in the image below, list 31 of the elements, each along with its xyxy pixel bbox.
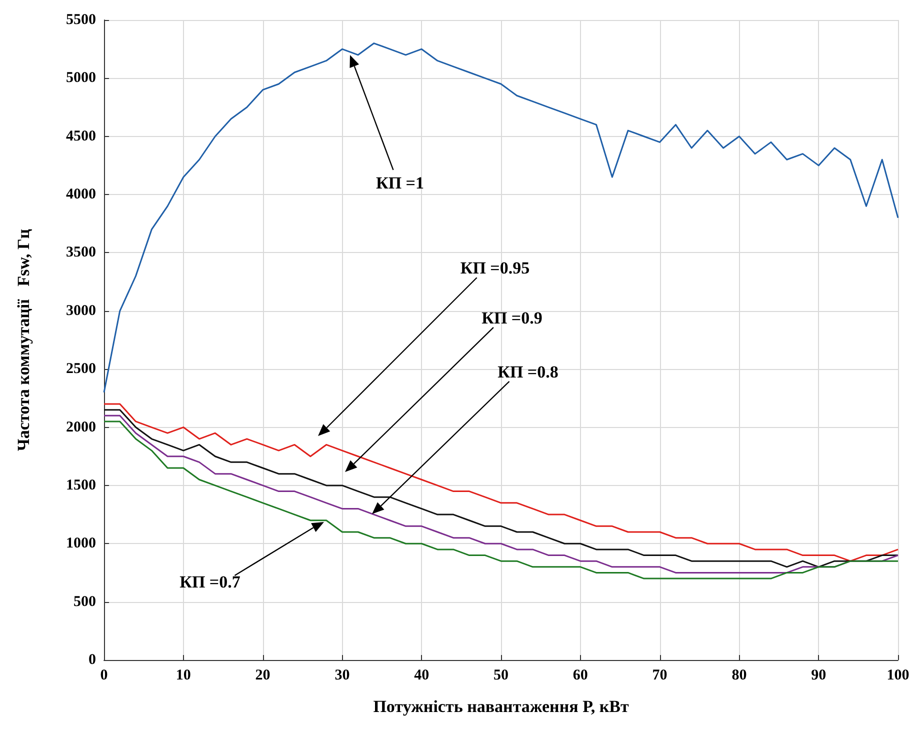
annotation: КП =0.8 bbox=[498, 362, 558, 382]
x-tick-label: 60 bbox=[572, 668, 588, 684]
y-tick-label: 4500 bbox=[66, 128, 96, 144]
y-tick-label: 500 bbox=[74, 594, 96, 610]
x-tick-label: 70 bbox=[652, 668, 668, 684]
y-tick-label: 2500 bbox=[66, 361, 96, 378]
annotation: КП =0.7 bbox=[180, 572, 241, 592]
y-tick-label: 5000 bbox=[66, 70, 96, 86]
x-tick-label: 100 bbox=[886, 668, 910, 684]
x-tick-label: 80 bbox=[732, 668, 747, 684]
y-tick-label: 3500 bbox=[66, 244, 96, 261]
y-tick-label: 1500 bbox=[66, 477, 96, 494]
x-tick-label: 40 bbox=[414, 668, 430, 684]
annotation: КП =0.9 bbox=[482, 308, 542, 328]
x-tick-label: 20 bbox=[255, 668, 270, 684]
annotation: КП =0.95 bbox=[460, 258, 530, 278]
x-tick-label: 0 bbox=[100, 668, 108, 684]
y-tick-label: 5500 bbox=[66, 12, 96, 28]
y-tick-label: 2000 bbox=[66, 419, 96, 436]
x-tick-label: 30 bbox=[334, 668, 350, 684]
x-axis-title: Потужність навантаження Р, кВт bbox=[373, 697, 630, 716]
y-axis-title: Частота коммутації Fsw, Гц bbox=[14, 228, 33, 452]
annotation: КП =1 bbox=[376, 174, 424, 192]
y-tick-label: 0 bbox=[88, 652, 96, 668]
y-tick-label: 3000 bbox=[66, 302, 96, 319]
x-tick-label: 10 bbox=[176, 668, 191, 684]
y-tick-label: 1000 bbox=[66, 536, 96, 552]
x-tick-label: 50 bbox=[494, 668, 508, 684]
x-tick-label: 90 bbox=[811, 668, 826, 684]
y-tick-label: 4000 bbox=[66, 186, 96, 203]
line-series bbox=[103, 42, 899, 394]
